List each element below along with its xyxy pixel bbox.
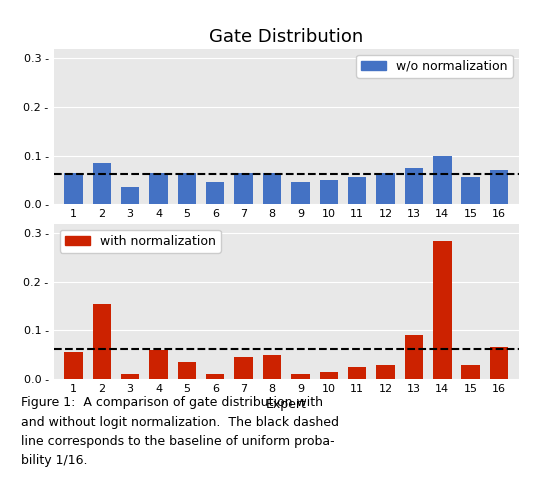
Bar: [348, 177, 366, 204]
Bar: [64, 173, 82, 204]
Bar: [64, 352, 82, 379]
Bar: [93, 304, 111, 379]
Bar: [490, 170, 508, 204]
Bar: [149, 350, 168, 379]
Bar: [348, 367, 366, 379]
Bar: [376, 364, 395, 379]
Bar: [490, 347, 508, 379]
Bar: [178, 173, 196, 204]
Bar: [433, 156, 452, 204]
Bar: [319, 180, 338, 204]
Legend: with normalization: with normalization: [60, 230, 220, 253]
X-axis label: Expert: Expert: [266, 398, 307, 411]
Bar: [291, 374, 310, 379]
Bar: [433, 241, 452, 379]
Bar: [404, 335, 423, 379]
Bar: [291, 182, 310, 204]
Bar: [263, 355, 281, 379]
Bar: [178, 362, 196, 379]
Bar: [121, 374, 139, 379]
Bar: [234, 173, 253, 204]
Bar: [93, 163, 111, 204]
Bar: [234, 357, 253, 379]
Bar: [462, 177, 480, 204]
Text: line corresponds to the baseline of uniform proba-: line corresponds to the baseline of unif…: [21, 435, 335, 448]
Bar: [462, 364, 480, 379]
Bar: [206, 374, 225, 379]
Bar: [121, 187, 139, 204]
Bar: [404, 168, 423, 204]
Text: bility 1/16.: bility 1/16.: [21, 454, 88, 468]
Title: Gate Distribution: Gate Distribution: [209, 28, 363, 46]
Bar: [263, 173, 281, 204]
Bar: [376, 173, 395, 204]
Text: Figure 1:  A comparison of gate distribution with: Figure 1: A comparison of gate distribut…: [21, 396, 323, 409]
Text: and without logit normalization.  The black dashed: and without logit normalization. The bla…: [21, 416, 339, 429]
Legend: w/o normalization: w/o normalization: [356, 55, 513, 78]
Bar: [319, 372, 338, 379]
Bar: [206, 182, 225, 204]
Bar: [149, 173, 168, 204]
